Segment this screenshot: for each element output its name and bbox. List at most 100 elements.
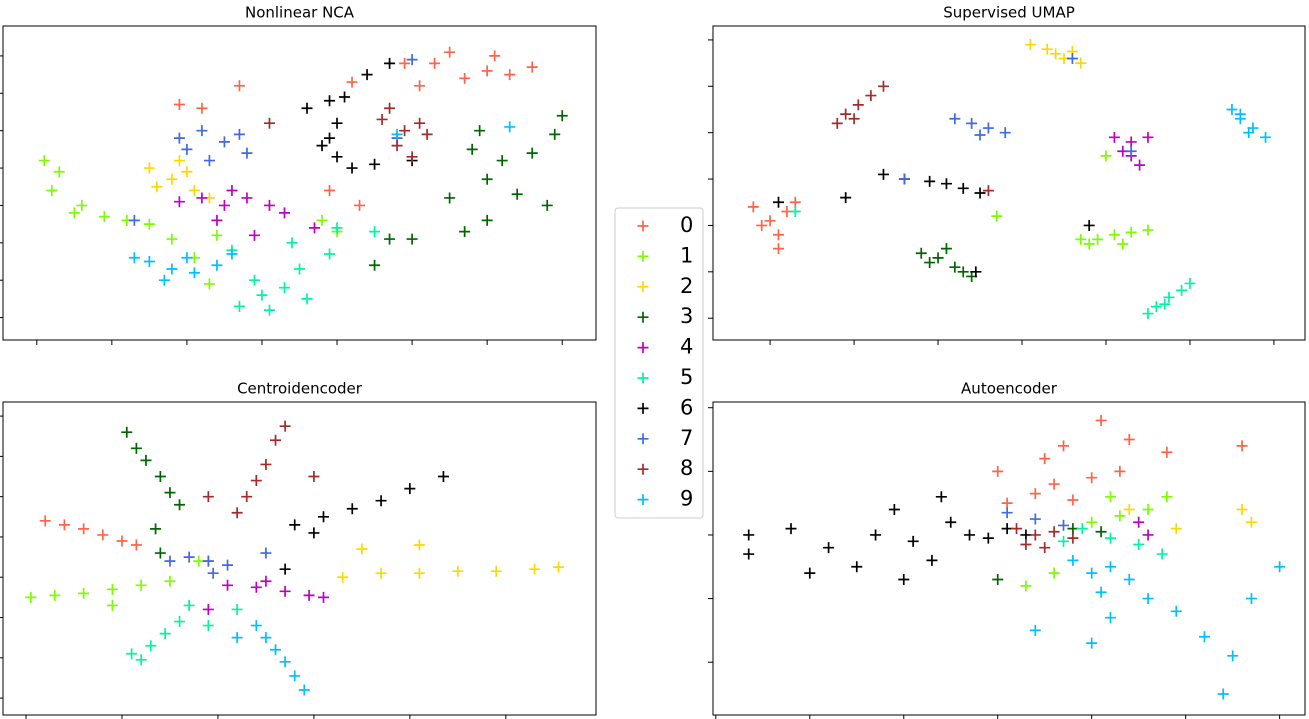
point xyxy=(970,266,982,278)
point xyxy=(135,579,147,591)
point xyxy=(1123,504,1135,516)
point xyxy=(231,632,243,644)
point xyxy=(1123,434,1135,446)
point xyxy=(1114,465,1126,477)
point xyxy=(1245,516,1257,528)
point xyxy=(331,151,343,163)
point xyxy=(907,535,919,547)
point xyxy=(1050,48,1062,60)
point xyxy=(231,507,243,519)
point xyxy=(1125,226,1137,238)
point xyxy=(429,57,441,69)
point xyxy=(339,91,351,103)
point xyxy=(1156,548,1168,560)
point xyxy=(166,233,178,245)
point xyxy=(888,504,900,516)
point xyxy=(414,80,426,92)
point xyxy=(399,57,411,69)
point xyxy=(974,187,986,199)
point xyxy=(764,215,776,227)
point xyxy=(940,178,952,190)
point xyxy=(260,575,272,587)
point xyxy=(324,184,336,196)
point xyxy=(1086,472,1098,484)
point xyxy=(331,117,343,129)
point xyxy=(98,211,110,223)
point xyxy=(982,185,994,197)
axes-frame xyxy=(712,25,1306,341)
point xyxy=(361,69,373,81)
point xyxy=(250,475,262,487)
point xyxy=(151,181,163,193)
point xyxy=(278,207,290,219)
panel-title: Centroidencoder xyxy=(237,380,363,398)
point xyxy=(1095,414,1107,426)
point xyxy=(263,199,275,211)
point xyxy=(301,293,313,305)
point xyxy=(1001,523,1013,535)
legend-marker xyxy=(637,311,649,323)
point xyxy=(76,199,88,211)
point xyxy=(1159,298,1171,310)
panel-title: Nonlinear NCA xyxy=(245,4,355,22)
point xyxy=(1067,494,1079,506)
point xyxy=(140,454,152,466)
point xyxy=(1104,532,1116,544)
point xyxy=(1125,145,1137,157)
point xyxy=(1226,103,1238,115)
legend-label: 7 xyxy=(680,426,693,450)
point xyxy=(226,184,238,196)
point xyxy=(298,684,310,696)
point xyxy=(481,214,493,226)
point xyxy=(840,192,852,204)
point xyxy=(852,99,864,111)
point xyxy=(279,420,291,432)
point xyxy=(541,199,553,211)
legend-marker xyxy=(637,463,649,475)
point xyxy=(1142,593,1154,605)
point xyxy=(1048,526,1060,538)
point xyxy=(504,121,516,133)
point xyxy=(1134,159,1146,171)
point xyxy=(982,122,994,134)
point xyxy=(452,565,464,577)
point xyxy=(399,125,411,137)
point xyxy=(233,128,245,140)
point xyxy=(202,603,214,615)
point xyxy=(1184,277,1196,289)
point xyxy=(303,589,315,601)
point xyxy=(999,127,1011,139)
point xyxy=(1142,529,1154,541)
point xyxy=(1236,504,1248,516)
point xyxy=(747,201,759,213)
point xyxy=(270,644,282,656)
point xyxy=(183,599,195,611)
point xyxy=(1029,513,1041,525)
legend-label: 8 xyxy=(680,456,693,480)
point xyxy=(957,182,969,194)
point xyxy=(1170,523,1182,535)
point xyxy=(384,102,396,114)
point xyxy=(1142,131,1154,143)
axes-frame xyxy=(2,25,597,341)
point xyxy=(404,483,416,495)
legend-label: 3 xyxy=(680,304,693,328)
point xyxy=(1048,478,1060,490)
point xyxy=(181,252,193,264)
point xyxy=(1198,631,1210,643)
point xyxy=(481,173,493,185)
point xyxy=(406,151,418,163)
point xyxy=(1075,57,1087,69)
point xyxy=(991,210,1003,222)
panel-title: Supervised UMAP xyxy=(943,4,1075,22)
point xyxy=(992,465,1004,477)
point xyxy=(459,72,471,84)
point xyxy=(346,76,358,88)
point xyxy=(898,173,910,185)
point xyxy=(1066,52,1078,64)
point xyxy=(1234,108,1246,120)
point xyxy=(164,555,176,567)
point xyxy=(391,140,403,152)
point xyxy=(982,532,994,544)
